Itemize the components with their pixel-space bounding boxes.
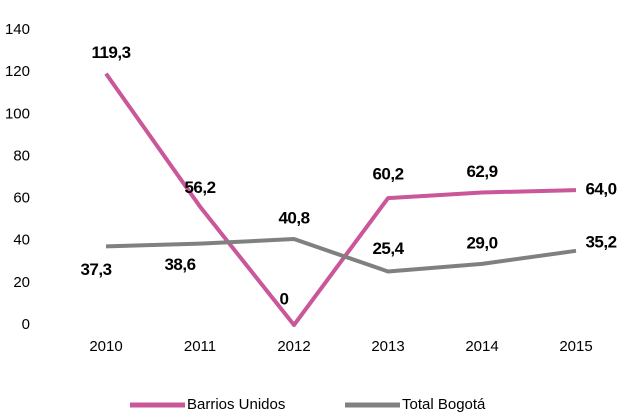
y-tick-label: 100 — [5, 105, 30, 122]
data-label: 64,0 — [585, 180, 616, 199]
x-tick-label: 2012 — [277, 338, 310, 355]
legend-label: Total Bogotá — [402, 396, 486, 413]
data-label: 35,2 — [585, 232, 616, 251]
data-label: 119,3 — [91, 43, 130, 62]
data-label: 37,3 — [80, 260, 111, 279]
y-tick-label: 60 — [13, 190, 30, 207]
data-label: 62,9 — [466, 162, 497, 181]
data-label: 56,2 — [184, 178, 215, 197]
y-tick-label: 120 — [5, 63, 30, 80]
y-tick-label: 0 — [22, 316, 30, 333]
y-tick-label: 40 — [13, 232, 30, 249]
legend-label: Barrios Unidos — [187, 396, 285, 413]
x-tick-label: 2013 — [371, 338, 404, 355]
data-label: 0 — [280, 289, 289, 308]
data-label: 25,4 — [372, 239, 404, 258]
data-label: 60,2 — [372, 165, 403, 184]
x-tick-label: 2015 — [559, 338, 592, 355]
y-tick-label: 20 — [13, 274, 30, 291]
series-line — [105, 237, 577, 274]
data-label: 38,6 — [164, 255, 195, 274]
series-line — [104, 72, 577, 327]
y-tick-label: 140 — [5, 21, 30, 38]
data-label: 40,8 — [278, 209, 309, 228]
x-tick-label: 2011 — [184, 338, 216, 355]
x-tick-label: 2010 — [89, 338, 122, 355]
data-label: 29,0 — [466, 233, 497, 252]
y-tick-label: 80 — [13, 147, 30, 164]
x-tick-label: 2014 — [465, 338, 498, 355]
